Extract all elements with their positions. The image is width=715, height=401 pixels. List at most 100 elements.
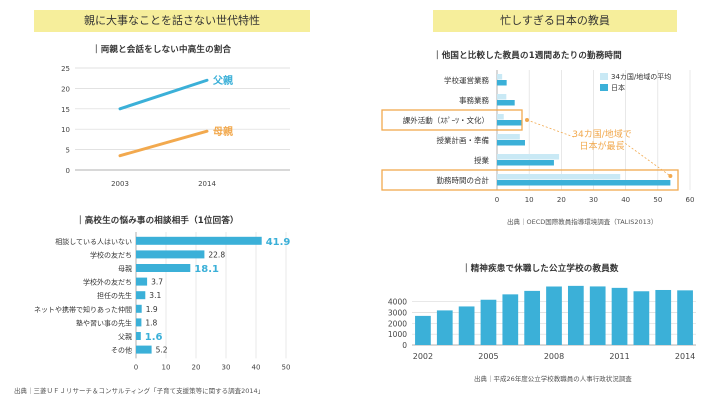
bar (136, 304, 142, 313)
hours-chart-title: ｜他国と比較した教員の1週間あたりの勤務時間 (433, 51, 622, 61)
x-tick-label: 2005 (478, 352, 498, 361)
bar (633, 291, 650, 345)
data-label: 3.7 (151, 278, 163, 287)
series-line-0 (118, 78, 209, 111)
bar-1 (497, 160, 554, 166)
bar-1 (497, 140, 525, 146)
bar (136, 291, 146, 300)
x-tick-label: 30 (222, 363, 231, 371)
bar (136, 264, 191, 272)
bar (589, 286, 606, 345)
bar (136, 277, 148, 286)
bar-0 (497, 134, 520, 140)
x-tick-label: 2008 (544, 352, 564, 361)
data-label: 22.8 (208, 250, 225, 259)
y-tick-label: 0 (66, 167, 70, 175)
bar (480, 299, 497, 345)
category-label: ネットや携帯で知りあった仲間 (34, 305, 132, 314)
x-tick-label: 2002 (413, 352, 433, 361)
right-banner: 忙しすぎる日本の教員 (433, 10, 677, 32)
highlight-box (381, 169, 679, 191)
category-label: 学校の友だち (90, 250, 132, 259)
legend-label: 日本 (611, 83, 625, 92)
y-tick-label: 0 (402, 341, 407, 350)
bar-0 (497, 114, 504, 120)
bar (136, 345, 152, 354)
bar-0 (497, 74, 503, 80)
y-tick-label: 4000 (388, 298, 407, 307)
x-tick-label: 0 (495, 196, 499, 204)
x-tick-label: 10 (162, 363, 171, 371)
right-source: 出典｜平成26年度公立学校教職員の人事行政状況調査 (474, 375, 632, 383)
legend-swatch (600, 84, 608, 91)
x-tick-label: 40 (621, 196, 630, 204)
category-label: 学校運営業務 (444, 75, 489, 85)
x-tick-label: 2011 (609, 352, 629, 361)
bar-1 (497, 100, 515, 106)
bar (546, 286, 562, 345)
x-tick-label: 0 (134, 363, 138, 371)
data-label: 41.9 (266, 237, 291, 248)
mid-source: 出典｜OECD国際教員指導環境調査（TALIS2013） (507, 218, 658, 226)
legend-swatch (600, 73, 608, 80)
bar (136, 236, 262, 245)
category-label: 授業計画・準備 (437, 135, 490, 145)
x-tick-label: 2014 (198, 180, 216, 188)
x-tick-label: 30 (589, 196, 598, 204)
category-label: 相談している人はいない (55, 237, 132, 246)
x-tick-label: 60 (686, 196, 695, 204)
category-label: 母親 (118, 264, 132, 273)
left-source: 出典｜三菱ＵＦＪリサーチ＆コンサルティング「子育て支援策等に関する調査2014」 (14, 387, 265, 395)
data-label: 1.8 (145, 318, 157, 327)
bar (136, 318, 142, 327)
line-chart-title: ｜両親と会話をしない中高生の割合 (92, 45, 232, 55)
series-line-1 (118, 129, 209, 158)
consult-chart-title: ｜高校生の悩み事の相談相手（1位回答） (76, 216, 239, 226)
callout-dot (668, 174, 673, 178)
category-label: 事務業務 (459, 95, 489, 105)
y-tick-label: 5 (66, 147, 70, 155)
bar (611, 287, 628, 345)
annotation-text: 34カ国/地域で (572, 128, 632, 140)
y-tick-label: 10 (61, 126, 70, 134)
bar-0 (497, 94, 507, 100)
bar-1 (497, 120, 522, 126)
bar (136, 250, 205, 259)
bar-1 (497, 80, 507, 86)
bar (655, 289, 672, 345)
bar (458, 306, 475, 345)
bar (567, 285, 584, 345)
series-label: 母親 (213, 125, 233, 138)
y-tick-label: 20 (61, 85, 70, 93)
category-label: 父親 (118, 332, 132, 341)
category-label: 学校外の友だち (83, 278, 132, 287)
data-label: 5.2 (156, 346, 168, 355)
category-label: 課外活動（ｽﾎﾟｰﾂ・文化） (403, 115, 489, 125)
x-tick-label: 2003 (111, 180, 129, 188)
y-tick-label: 15 (61, 106, 70, 114)
y-tick-label: 2000 (388, 319, 407, 328)
data-label: 18.1 (194, 264, 219, 275)
bar (436, 310, 453, 345)
bar-0 (497, 174, 621, 180)
callout-dot (525, 118, 529, 122)
bar (136, 332, 141, 340)
x-tick-label: 20 (557, 196, 566, 204)
bar (415, 315, 431, 345)
x-tick-label: 20 (192, 363, 201, 371)
category-label: その他 (111, 346, 132, 355)
highlight-box (381, 109, 523, 131)
x-tick-label: 50 (282, 363, 291, 371)
annotation-text: 日本が最長 (579, 140, 624, 152)
bar (524, 290, 541, 345)
data-label: 1.9 (146, 305, 158, 314)
legend-label: 34カ国/地域の平均 (611, 72, 671, 81)
category-label: 授業 (474, 155, 489, 165)
x-tick-label: 10 (525, 196, 534, 204)
series-label: 父親 (212, 74, 233, 87)
category-label: 担任の先生 (97, 291, 132, 300)
data-label: 3.1 (149, 291, 161, 300)
y-tick-label: 1000 (388, 330, 407, 339)
x-tick-label: 2014 (675, 352, 695, 361)
callout-line (621, 140, 671, 177)
